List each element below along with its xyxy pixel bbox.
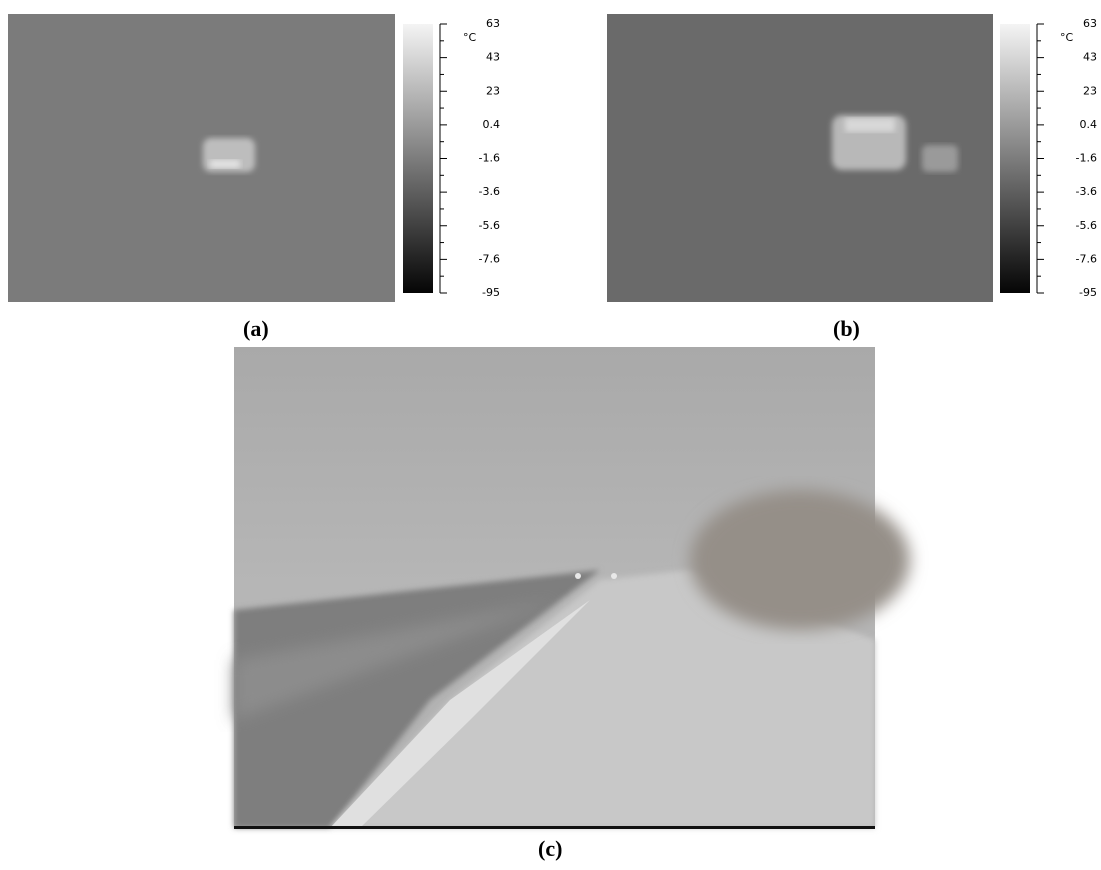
colorbar-tick-label: 43 — [486, 51, 500, 64]
colorbar-unit: °C — [463, 31, 477, 44]
colorbar-tick-label: 43 — [1083, 51, 1097, 64]
colorbar — [1000, 24, 1030, 293]
colorbar — [403, 24, 433, 293]
colorbar-tick-label: -7.6 — [1076, 252, 1097, 265]
figure: (a) (b) (c) °C 63 43 23 0.4 -1.6 -3.6 -5.6 -7.6 -… — [0, 0, 1101, 870]
colorbar-tick-label: 0.4 — [1080, 118, 1098, 131]
colorbar-tick-label: -5.6 — [1076, 219, 1097, 232]
panel-label: (b) — [833, 316, 860, 341]
photo-c — [234, 347, 910, 829]
colorbar-tick-label: -7.6 — [479, 252, 500, 265]
colorbar-tick-label: -1.6 — [479, 152, 500, 165]
colorbar-tick-label: -1.6 — [1076, 152, 1097, 165]
colorbar-tick-label: 23 — [1083, 84, 1097, 97]
thermal-image-a — [8, 14, 395, 302]
colorbar-tick-label: -5.6 — [479, 219, 500, 232]
colorbar-tick-label: 63 — [486, 17, 500, 30]
colorbar-tick-label: -95 — [1079, 286, 1097, 299]
colorbar-tick-label: -3.6 — [1076, 185, 1097, 198]
thermal-image-b — [607, 14, 993, 302]
colorbar-unit: °C — [1060, 31, 1074, 44]
colorbar-tick-label: 0.4 — [483, 118, 501, 131]
colorbar-tick-label: -3.6 — [479, 185, 500, 198]
colorbar-tick-label: 23 — [486, 84, 500, 97]
colorbar-tick-label: -95 — [482, 286, 500, 299]
colorbar-tick-label: 63 — [1083, 17, 1097, 30]
panel-label: (c) — [538, 836, 562, 861]
panel-label: (a) — [243, 316, 269, 341]
